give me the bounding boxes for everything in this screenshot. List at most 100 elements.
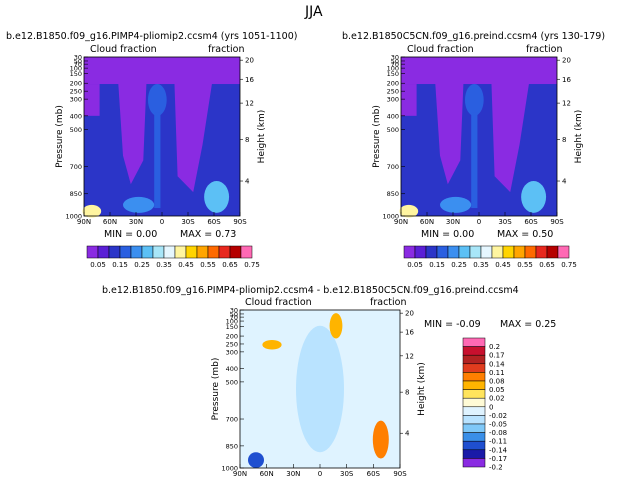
panel1-x-tick-label: 60N [103,218,117,226]
panel1-y-tick-label: 150 [70,70,82,78]
panel3-x-tick-label: 60N [260,470,274,478]
panel1-colorbar-swatch [240,245,253,259]
panel2-y2-tick-label: 8 [562,136,566,144]
panel2-colorbar-label: 0.75 [561,261,577,269]
panel2-y-tick-label: 70 [391,61,399,69]
panel3-y-tick-label: 400 [226,365,238,373]
panel3-y2-tick-label: 8 [405,389,409,397]
panel1-y2-tick-label: 4 [245,178,250,186]
panel1-colorbar-label: 0.05 [90,261,106,269]
panel3-colorbar-label: 0.08 [489,378,505,386]
panel1-y-tick-label: 700 [70,163,82,171]
panel2-y2-tick-label: 16 [562,76,571,84]
panel3-colorbar-label: 0.02 [489,395,505,403]
panel2-x-tick-label: 30N [446,218,460,226]
panel1-y2-tick-label: 20 [245,57,254,65]
panel3-y2-tick-label: 4 [405,430,410,438]
panel2-colorbar-swatch [535,245,548,259]
panel1-max: MAX = 0.73 [180,229,237,240]
panel3-colorbar-swatch [462,337,486,347]
panel1-colorbar-swatch [141,245,154,259]
panel3-colorbar-label: -0.02 [489,412,507,420]
panel2-y-tick-label: 1000 [382,213,399,221]
panel3-y-tick-label: 70 [230,314,238,322]
panel1-y-tick-label: 400 [70,112,82,120]
panel3-y-tick-label: 200 [226,333,238,341]
panel3-right-label: fraction [370,297,407,308]
panel2-colorbar-swatch [425,245,438,259]
panel2-y-tick-label: 30 [391,54,399,62]
panel1-y-tick-label: 1000 [65,213,82,221]
panel2-colorbar-swatch [403,245,416,259]
panel3-colorbar-label: 0 [489,403,493,411]
panel1-arctic-low-cloud [82,204,102,218]
panel3-y-tick-label: 700 [226,416,238,424]
panel2-y-tick-label: 300 [387,96,399,104]
panel3-colorbar-swatch [462,397,486,408]
panel2-sh-storm-track [521,181,547,213]
panel1-colorbar-swatch [218,245,231,259]
panel3-colorbar-swatch [462,346,486,356]
panel1-colorbar-swatch [174,245,187,259]
panel2-colorbar-swatch [546,245,559,259]
panel3-y-tick-label: 30 [230,307,238,315]
panel2-y-tick-label: 400 [387,112,399,120]
panel1-min: MIN = 0.00 [104,229,158,240]
page-title: JJA [305,4,323,20]
panel2-stratocumulus [440,196,472,213]
panel3-colorbar-label: -0.08 [489,429,507,437]
panel2-colorbar-label: 0.45 [495,261,511,269]
panel3-y-tick-label: 50 [230,310,238,318]
panel2-colorbar-swatch [513,245,526,259]
panel3-colorbar-swatch [462,363,486,373]
panel2-y2-tick-label: 4 [562,178,567,186]
panel1-colorbar-swatch [185,245,198,259]
panel2-colorbar-label: 0.65 [539,261,555,269]
panel1-colorbar-swatch [130,245,143,259]
panel1-colorbar-label: 0.65 [222,261,238,269]
panel3-colorbar-label: -0.11 [489,438,507,446]
panel3-colorbar-swatch [462,423,486,433]
panel3-colorbar-swatch [462,406,486,416]
panel3-colorbar-swatch [462,440,486,451]
panel2-itcz-column [471,112,478,209]
panel2-colorbar-swatch [502,245,515,259]
panel2-y2-tick-label: 20 [562,57,571,65]
panel1-y2-tick-label: 8 [245,136,249,144]
panel2-x-tick-label: 30S [498,218,512,226]
panel3-tropics-negative [296,325,344,453]
panel2-x-tick-label: 60S [524,218,538,226]
panel3-colorbar-swatch [462,389,486,399]
panel3-colorbar-swatch [462,372,486,382]
panel2-colorbar-label: 0.25 [451,261,467,269]
panel3-y2-tick-label: 16 [405,329,414,337]
panel1-itcz-column [154,112,161,209]
panel3-colorbar-label: 0.2 [489,343,500,351]
panel3-min: MIN = -0.09 [424,319,481,330]
panel3-max: MAX = 0.25 [500,319,557,330]
panel3-x-tick-label: 30N [286,470,300,478]
panel1-y-tick-label: 250 [70,88,82,96]
panel2-x-tick-label: 60N [420,218,434,226]
panel2-left-label: Cloud fraction [407,44,474,55]
panel2-title: b.e12.B1850C5CN.f09_g16.preind.ccsm4 (yr… [342,31,606,42]
panel2-min: MIN = 0.00 [421,229,475,240]
panel3-colorbar-swatch [462,432,486,442]
panel3-y-tick-label: 100 [226,318,238,326]
panel2-x-tick-label: 90N [394,218,408,226]
panel1-y-tick-label: 100 [70,65,82,73]
panel3-y-tick-label: 500 [226,378,238,386]
panel1-polar-dry-nh [84,84,100,116]
panel2-x-tick-label: 90S [550,218,564,226]
panel1-colorbar-swatch [163,245,176,259]
panel3-y2-tick-label: 20 [405,310,414,318]
panel3-x-tick-label: 0 [318,470,322,478]
panel2-colorbar-swatch [458,245,471,259]
panel1-x-tick-label: 30N [129,218,143,226]
panel3-y-tick-label: 300 [226,348,238,356]
panel2-y-tick-label: 100 [387,65,399,73]
panel1-colorbar-swatch [152,245,165,259]
panel3-y-tick-label: 1000 [221,465,238,473]
panel1-colorbar-swatch [196,245,209,259]
panel1-right-label: fraction [208,44,245,55]
